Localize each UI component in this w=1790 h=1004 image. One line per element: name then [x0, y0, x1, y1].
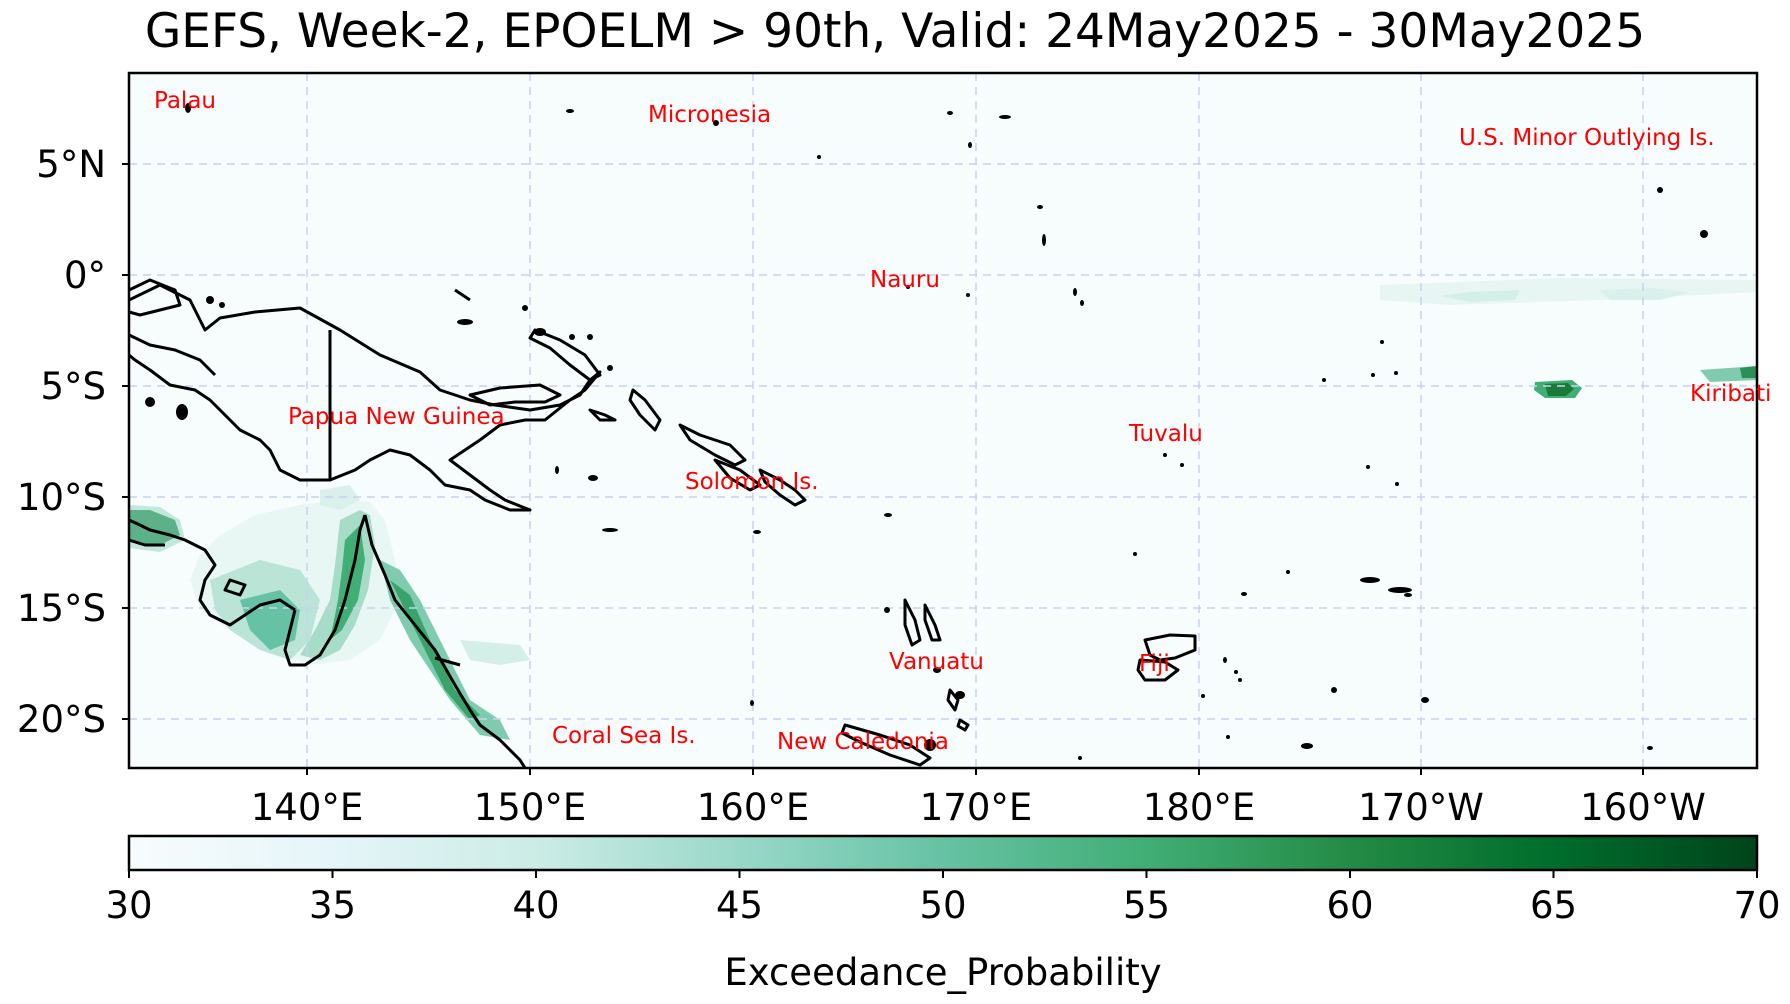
- map-background: [129, 73, 1757, 768]
- colorbar-tick-label: 35: [309, 884, 356, 927]
- label-solomon: Solomon Is.: [685, 469, 819, 495]
- colorbar-tick-label: 40: [512, 884, 559, 927]
- lon-tick-label: 160°W: [1580, 786, 1706, 829]
- small-islands: [145, 103, 1708, 760]
- colorbar-tick-label: 55: [1123, 884, 1170, 927]
- label-tuvalu: Tuvalu: [1128, 421, 1203, 447]
- country-labels: Palau Micronesia U.S. Minor Outlying Is.…: [154, 88, 1771, 755]
- probability-shading: [129, 278, 1757, 740]
- colorbar-tick-label: 65: [1530, 884, 1577, 927]
- label-us-minor-outlying: U.S. Minor Outlying Is.: [1459, 125, 1715, 151]
- map-frame: [127, 71, 1759, 770]
- label-new-caledonia: New Caledonia: [777, 729, 949, 755]
- colorbar-tick-label: 60: [1326, 884, 1373, 927]
- map-title: GEFS, Week-2, EPOELM > 90th, Valid: 24Ma…: [144, 4, 1646, 59]
- label-nauru: Nauru: [870, 267, 940, 293]
- lon-tick-label: 160°E: [697, 786, 810, 829]
- colorbar-ticks: 30 35 40 45 50 55 60 65 70: [105, 870, 1781, 927]
- colorbar: 30 35 40 45 50 55 60 65 70 Exceedance_Probabilit…: [105, 834, 1781, 994]
- lon-tick-label: 180°E: [1143, 786, 1256, 829]
- colorbar-tick-label: 45: [716, 884, 763, 927]
- label-papua-new-guinea: Papua New Guinea: [288, 404, 505, 430]
- label-kiribati: Kiribati: [1690, 381, 1771, 407]
- lon-tick-label: 150°E: [474, 786, 587, 829]
- lat-axis: 5°N 0° 5°S 10°S 15°S 20°S: [17, 143, 129, 741]
- label-fiji: Fiji: [1139, 651, 1170, 677]
- lat-tick-label: 5°S: [40, 365, 106, 408]
- lat-tick-label: 0°: [64, 254, 106, 297]
- lon-tick-label: 170°W: [1358, 786, 1484, 829]
- label-micronesia: Micronesia: [648, 102, 771, 128]
- colorbar-gradient: [127, 834, 1759, 872]
- label-vanuatu: Vanuatu: [889, 649, 984, 675]
- lon-axis: 140°E 150°E 160°E 170°E 180°E 170°W 160°…: [251, 768, 1706, 829]
- lat-tick-label: 5°N: [36, 143, 106, 186]
- lon-tick-label: 140°E: [251, 786, 364, 829]
- colorbar-tick-label: 50: [919, 884, 966, 927]
- label-coral-sea: Coral Sea Is.: [552, 723, 696, 749]
- colorbar-tick-label: 70: [1733, 884, 1780, 927]
- lon-tick-label: 170°E: [920, 786, 1033, 829]
- lat-tick-label: 20°S: [17, 698, 106, 741]
- lat-tick-label: 15°S: [17, 587, 106, 630]
- coastlines: [129, 278, 1197, 768]
- label-palau: Palau: [154, 88, 216, 114]
- lat-tick-label: 10°S: [17, 476, 106, 519]
- colorbar-tick-label: 30: [105, 884, 152, 927]
- colorbar-title: Exceedance_Probability: [724, 951, 1161, 994]
